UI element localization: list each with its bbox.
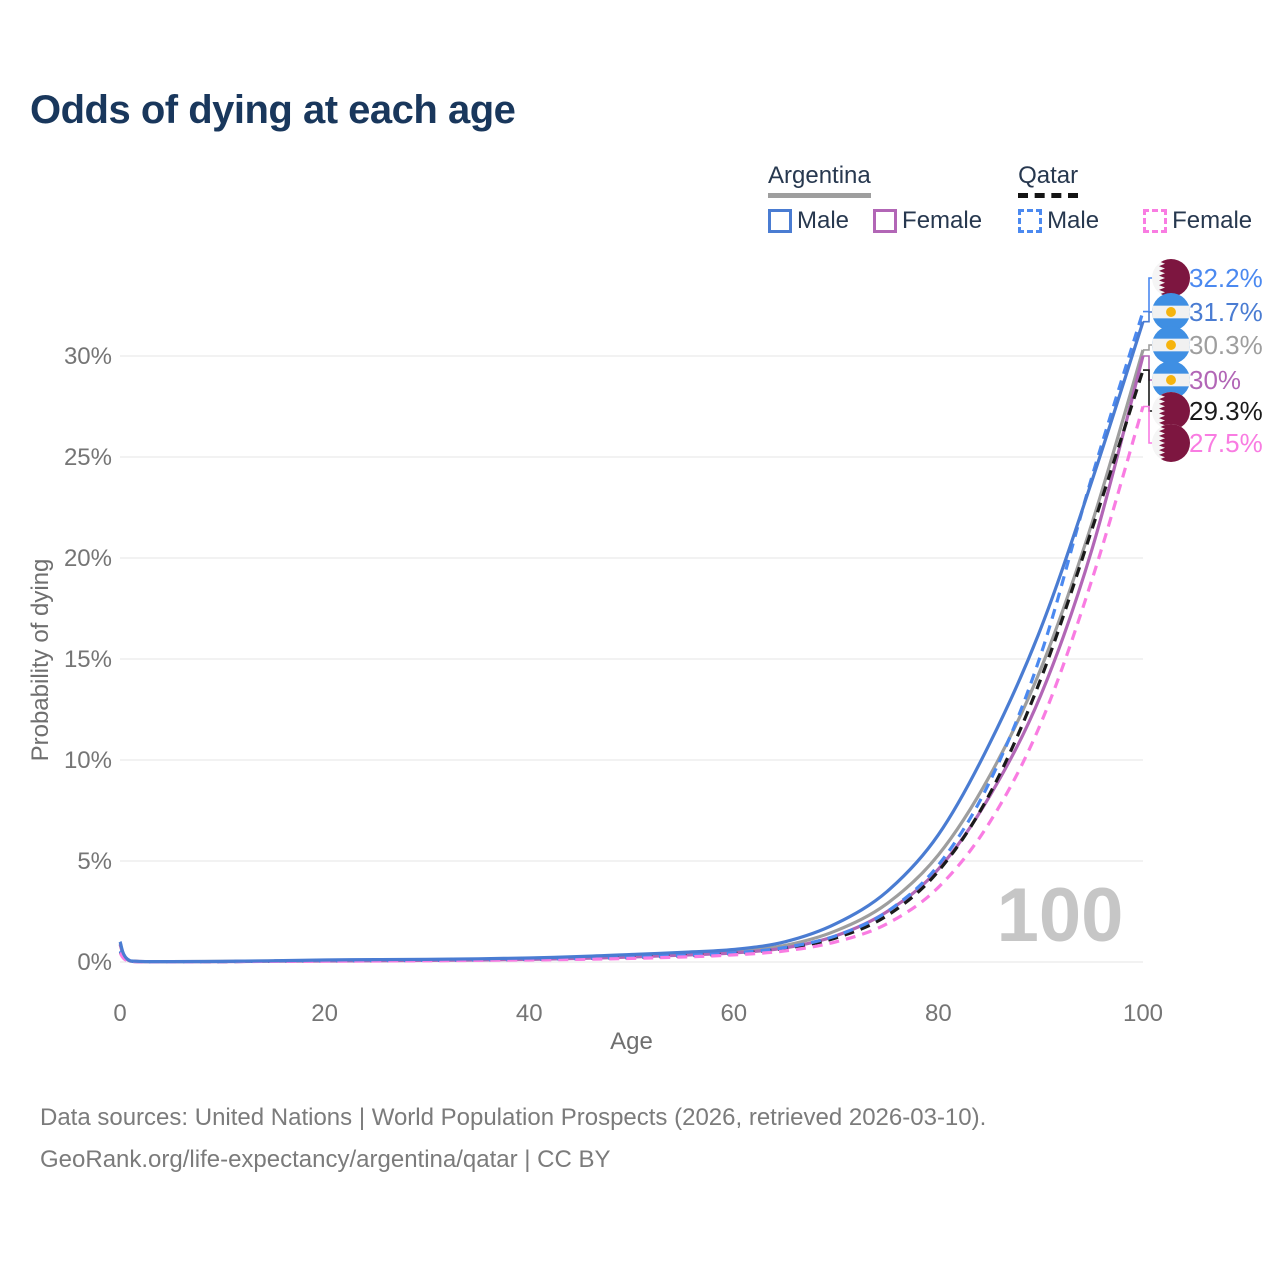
qatar-flag-icon bbox=[1152, 392, 1190, 430]
x-tick-label: 40 bbox=[516, 1000, 543, 1027]
series-line-qatar-female bbox=[118, 406, 1145, 964]
end-value-label-qatar-female: 27.5% bbox=[1189, 428, 1263, 458]
series-line-qatar-both bbox=[118, 369, 1145, 964]
argentina-flag-icon bbox=[1152, 326, 1190, 364]
y-tick-label: 20% bbox=[64, 545, 112, 572]
label-connector bbox=[1143, 277, 1154, 313]
x-tick-label: 100 bbox=[1123, 1000, 1163, 1027]
legend-label-argentina-female: Female bbox=[902, 207, 983, 234]
legend-item-qatar-male[interactable]: Male bbox=[1018, 207, 1099, 235]
qatar-flag-icon bbox=[1152, 259, 1190, 297]
x-tick-label: 20 bbox=[311, 1000, 338, 1027]
legend-row-qatar: Male Female bbox=[1018, 207, 1252, 235]
legend-country-argentina: Argentina bbox=[768, 162, 871, 198]
legend-row-argentina: Male Female bbox=[768, 207, 982, 235]
y-tick-label: 30% bbox=[64, 343, 112, 370]
label-connector bbox=[1143, 311, 1154, 323]
chart-legend: Argentina Male Female Qatar Male bbox=[768, 162, 1252, 235]
end-value-label-qatar-male: 32.2% bbox=[1189, 263, 1263, 293]
footer-attribution-line: GeoRank.org/life-expectancy/argentina/qa… bbox=[40, 1146, 611, 1173]
series-line-argentina-male bbox=[118, 321, 1145, 964]
label-connector bbox=[1143, 344, 1154, 351]
argentina-female-swatch-icon bbox=[873, 209, 898, 233]
y-axis-title: Probability of dying bbox=[27, 559, 54, 762]
qatar-female-swatch-icon bbox=[1143, 209, 1168, 233]
footer-source-line: Data sources: United Nations | World Pop… bbox=[40, 1104, 987, 1131]
legend-item-argentina-male[interactable]: Male bbox=[768, 207, 849, 235]
x-axis-title: Age bbox=[610, 1028, 653, 1055]
argentina-male-swatch-icon bbox=[768, 209, 792, 233]
footer: Data sources: United Nations | World Pop… bbox=[40, 1104, 986, 1188]
argentina-flag-icon bbox=[1152, 293, 1190, 331]
end-value-label-argentina-male: 31.7% bbox=[1189, 297, 1263, 327]
legend-group-argentina: Argentina Male Female bbox=[768, 162, 982, 235]
series-line-argentina-both bbox=[118, 349, 1145, 964]
end-value-label-argentina-both: 30.3% bbox=[1189, 330, 1263, 360]
page-title: Odds of dying at each age bbox=[30, 88, 516, 132]
legend-group-qatar: Qatar Male Female bbox=[1018, 162, 1252, 235]
legend-country-qatar: Qatar bbox=[1018, 162, 1079, 198]
end-value-label-argentina-female: 30% bbox=[1189, 365, 1241, 395]
end-value-label-qatar-both: 29.3% bbox=[1189, 396, 1263, 426]
y-tick-label: 15% bbox=[64, 646, 112, 673]
legend-label-argentina-male: Male bbox=[797, 207, 850, 234]
y-tick-label: 25% bbox=[64, 444, 112, 471]
y-tick-label: 0% bbox=[77, 949, 112, 976]
x-tick-label: 0 bbox=[113, 1000, 126, 1027]
label-connector bbox=[1143, 405, 1154, 444]
y-tick-label: 10% bbox=[64, 747, 112, 774]
qatar-male-swatch-icon bbox=[1018, 209, 1043, 233]
legend-label-qatar-female: Female bbox=[1172, 207, 1253, 234]
y-tick-label: 5% bbox=[77, 848, 112, 875]
x-tick-label: 80 bbox=[925, 1000, 952, 1027]
label-connector bbox=[1143, 355, 1154, 381]
legend-label-qatar-male: Male bbox=[1047, 207, 1100, 234]
age-watermark: 100 bbox=[997, 873, 1124, 958]
series-line-qatar-male bbox=[118, 311, 1145, 964]
qatar-flag-icon bbox=[1152, 424, 1190, 462]
legend-item-qatar-female[interactable]: Female bbox=[1143, 207, 1252, 235]
label-connector bbox=[1143, 369, 1154, 412]
legend-item-argentina-female[interactable]: Female bbox=[873, 207, 982, 235]
x-tick-label: 60 bbox=[720, 1000, 747, 1027]
